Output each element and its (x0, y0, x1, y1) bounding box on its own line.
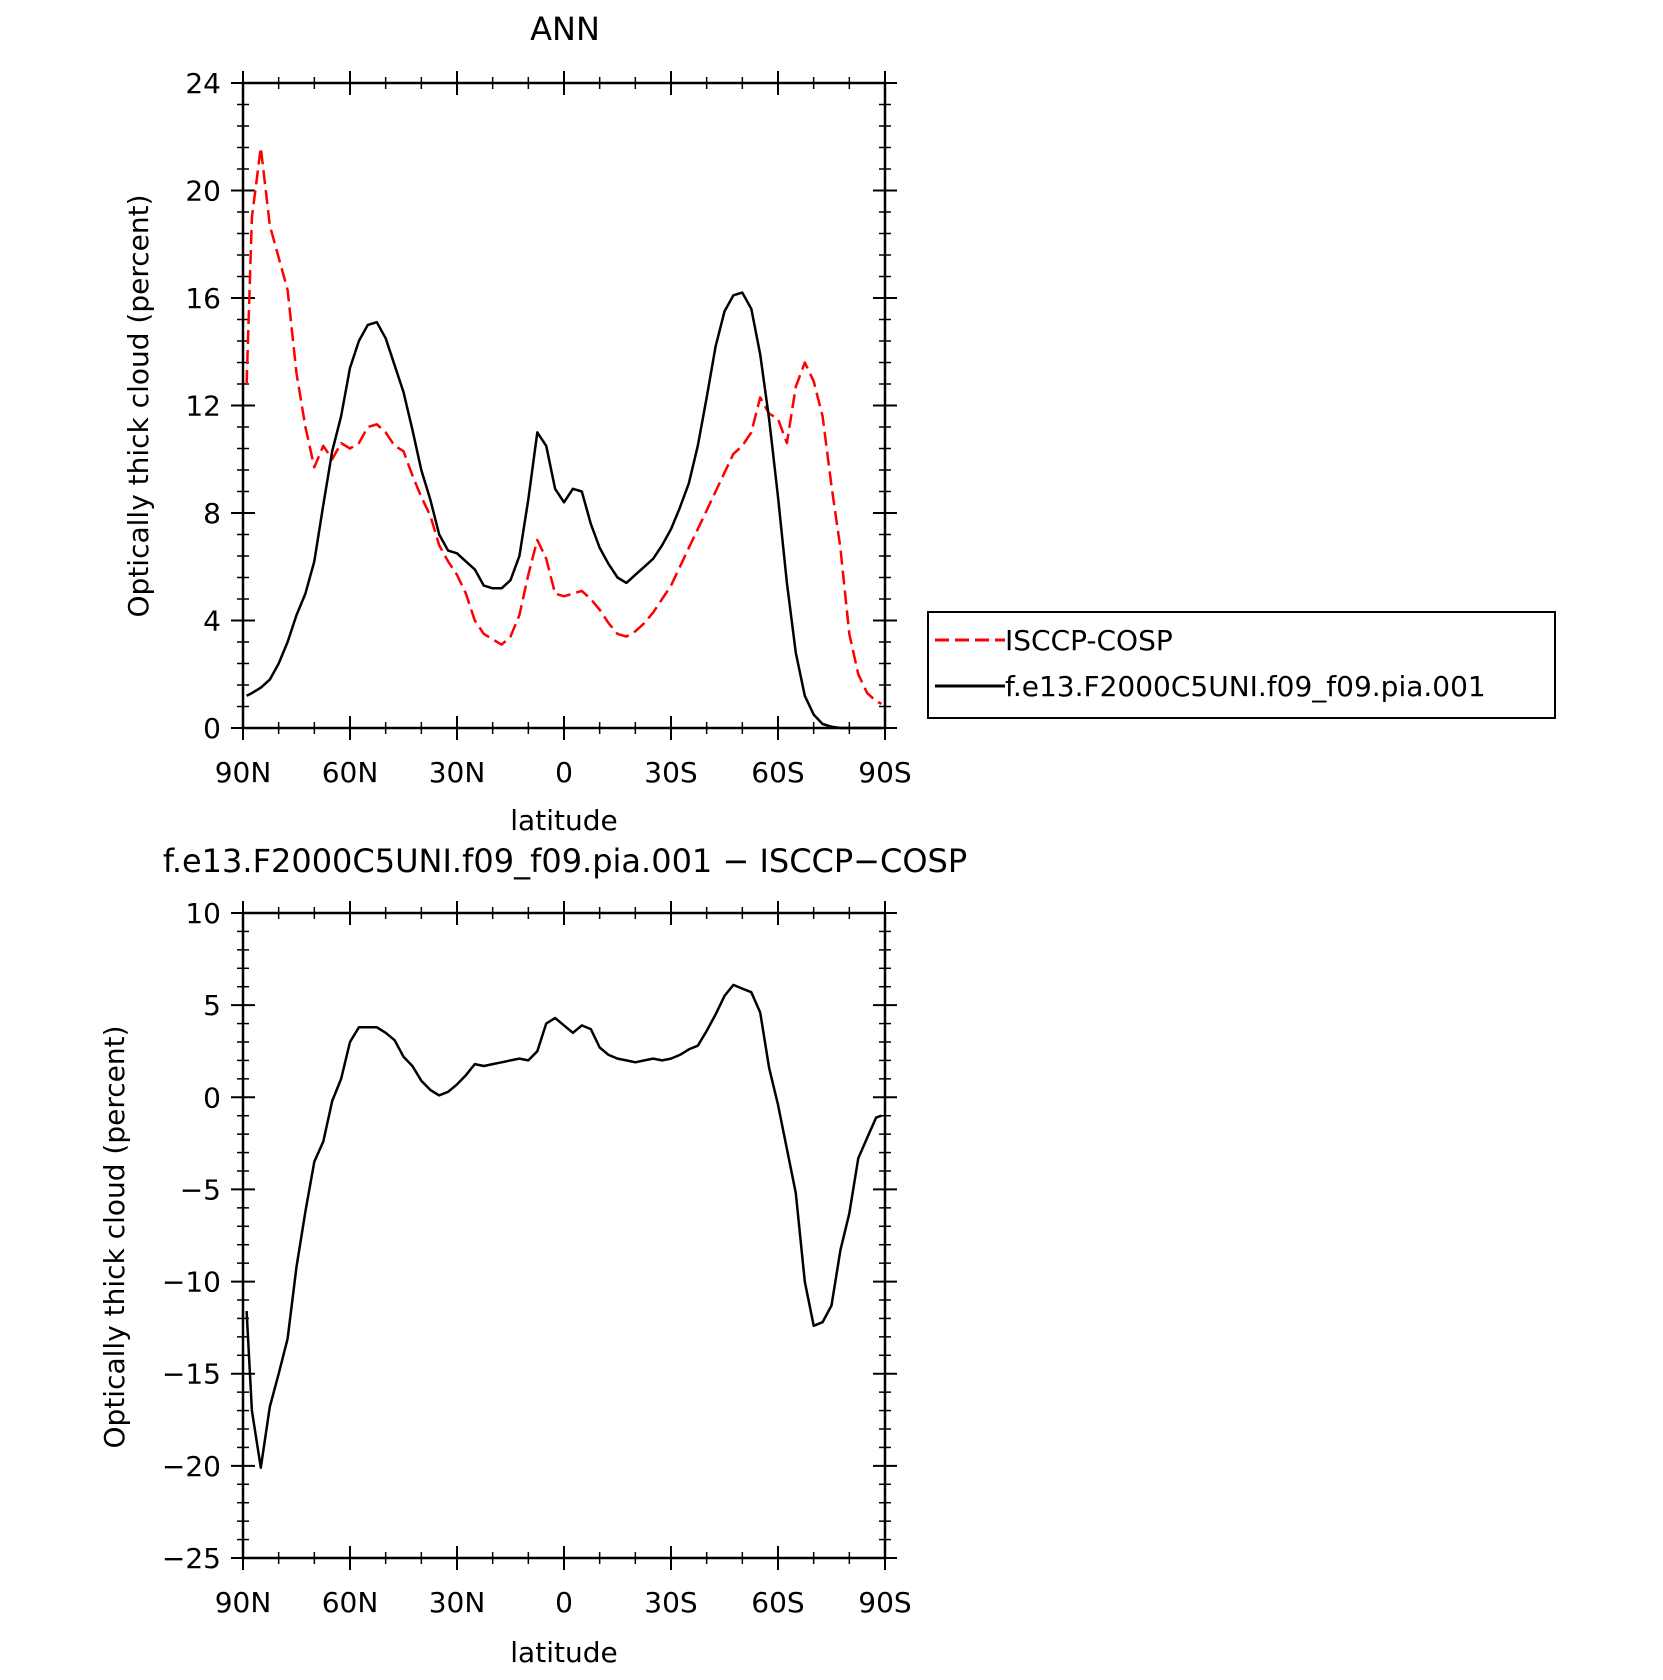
bottom-minor-ticks (237, 907, 891, 1564)
top-minor-ticks (237, 77, 891, 734)
series-line-1 (246, 291, 882, 730)
bottom-x-axis-label: latitude (510, 1636, 617, 1669)
top-x-axis-label: latitude (510, 804, 617, 837)
x-tick-label: 90S (858, 1586, 911, 1619)
x-tick-label: 30N (429, 1586, 486, 1619)
top-y-axis-label: Optically thick cloud (percent) (122, 195, 155, 618)
bottom-x-axis: 90N 60N 30N 0 30S 60S 90S (215, 901, 912, 1619)
x-tick-label: 0 (555, 756, 573, 789)
y-tick-label: 0 (203, 712, 221, 745)
top-x-axis: 90N 60N 30N 0 30S 60S 90S (215, 71, 912, 789)
legend-label-isccp: ISCCP-COSP (1005, 624, 1173, 657)
y-tick-label: −10 (162, 1266, 221, 1299)
top-title: ANN (530, 10, 600, 48)
x-tick-label: 90N (215, 1586, 272, 1619)
bottom-title: f.e13.F2000C5UNI.f09_f09.pia.001 − ISCCP… (163, 842, 967, 880)
bottom-panel: f.e13.F2000C5UNI.f09_f09.pia.001 − ISCCP… (98, 842, 967, 1669)
legend: ISCCP-COSP f.e13.F2000C5UNI.f09_f09.pia.… (927, 611, 1556, 719)
y-tick-label: 24 (185, 67, 221, 100)
x-tick-label: 0 (555, 1586, 573, 1619)
y-tick-label: −20 (162, 1450, 221, 1483)
x-tick-label: 60S (751, 756, 804, 789)
bottom-y-axis-label: Optically thick cloud (percent) (98, 1026, 131, 1449)
x-tick-label: 30N (429, 756, 486, 789)
x-tick-label: 60S (751, 1586, 804, 1619)
series-line-0 (245, 146, 882, 705)
top-panel: ANN 0 4 8 12 16 20 24 90N 60N 30N 0 30S 60S 90S lati… (122, 10, 1556, 837)
y-tick-label: 16 (185, 282, 221, 315)
x-tick-label: 90S (858, 756, 911, 789)
y-tick-label: 10 (185, 897, 221, 930)
y-tick-label: −15 (162, 1358, 221, 1391)
top-plot-frame (241, 81, 887, 730)
y-tick-label: 0 (203, 1081, 221, 1114)
x-tick-label: 60N (322, 1586, 379, 1619)
y-tick-label: 20 (185, 175, 221, 208)
bottom-series-lines (245, 983, 882, 1469)
series-line-0 (245, 983, 882, 1469)
legend-box (927, 611, 1556, 719)
x-tick-label: 30S (644, 1586, 697, 1619)
bottom-plot-frame (241, 911, 887, 1560)
bottom-y-axis: 10 5 0 −5 −10 −15 −20 −25 (162, 897, 897, 1575)
top-y-axis: 0 4 8 12 16 20 24 (185, 67, 897, 745)
y-tick-label: 5 (203, 989, 221, 1022)
top-series-lines (245, 146, 882, 730)
y-tick-label: −25 (162, 1542, 221, 1575)
y-tick-label: 4 (203, 605, 221, 638)
y-tick-label: 12 (185, 390, 221, 423)
y-tick-label: −5 (180, 1173, 221, 1206)
y-tick-label: 8 (203, 497, 221, 530)
x-tick-label: 60N (322, 756, 379, 789)
x-tick-label: 90N (215, 756, 272, 789)
x-tick-label: 30S (644, 756, 697, 789)
legend-label-model: f.e13.F2000C5UNI.f09_f09.pia.001 (1005, 670, 1486, 703)
